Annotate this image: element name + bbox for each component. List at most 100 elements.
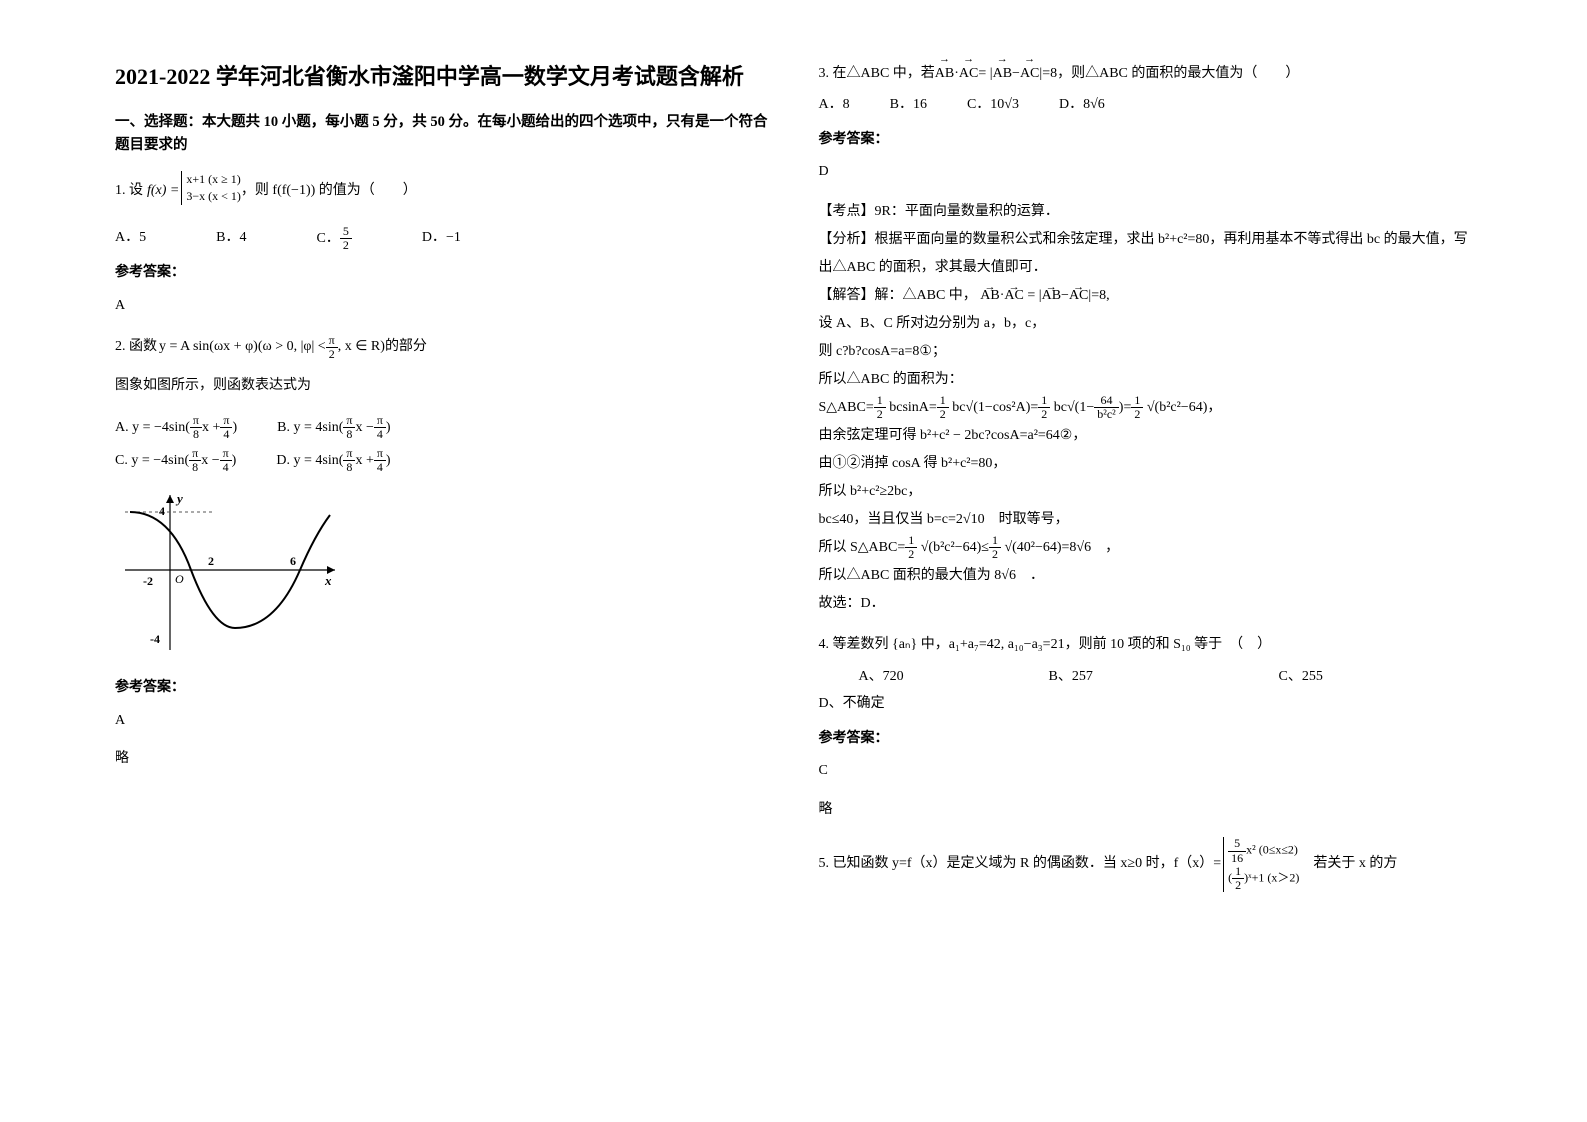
q2Bf2d: 4 xyxy=(374,428,386,441)
q2Af1n: π xyxy=(190,414,202,428)
q2A-mid: x + xyxy=(202,420,220,435)
q5c2t: ˣ+1 (x＞2) xyxy=(1248,870,1299,884)
q2-fn: π xyxy=(326,334,338,348)
q3s4d: )= xyxy=(1119,400,1132,415)
q2Cf1d: 8 xyxy=(189,461,201,474)
q1-optD-val: −1 xyxy=(446,230,461,245)
q3s4n4: 64 xyxy=(1094,394,1119,408)
chart-x6: 6 xyxy=(290,554,296,568)
q2-fd: 2 xyxy=(326,348,338,361)
q2C-mid: x − xyxy=(201,453,219,468)
q4-ans: C xyxy=(819,758,1473,785)
q3-sol3: 所以△ABC 的面积为： xyxy=(819,366,1473,394)
q2B-end: ) xyxy=(386,420,391,435)
q3-eq: = | xyxy=(978,60,992,88)
q3-end: |=8，则△ABC 的面积的最大值为（ ） xyxy=(1039,60,1299,88)
q3-sol4: S△ABC=12 bcsinA=12 bc√(1−cos²A)=12 bc√(1… xyxy=(819,394,1473,422)
q3-ans-label: 参考答案： xyxy=(819,127,1473,154)
chart-x2: 2 xyxy=(208,554,214,568)
right-column: 3. 在△ABC 中，若 AB · AC = | AB − AC |=8，则△A… xyxy=(804,60,1488,1082)
q2Af2d: 4 xyxy=(220,428,232,441)
q3-vec-ac2: AC xyxy=(1020,60,1039,88)
q1-optA-val: 5 xyxy=(139,230,146,245)
q3s4b: bc√(1−cos²A)= xyxy=(949,400,1038,415)
q3-sol11: 故选：D． xyxy=(819,590,1473,618)
q2C-body: y = −4sin( xyxy=(131,453,189,468)
q1-opt-a: A．5 xyxy=(115,225,146,253)
q3-vec-ac: AC xyxy=(959,60,978,88)
q2B-mid: x − xyxy=(355,420,373,435)
q2Df2d: 4 xyxy=(374,461,386,474)
q3s4n2: 1 xyxy=(937,394,949,408)
q5c2a: 1 xyxy=(1232,865,1244,879)
q2Bf1n: π xyxy=(343,414,355,428)
q3-solhead-t: 【解答】解：△ABC 中， xyxy=(819,288,977,303)
q3s9d2: 2 xyxy=(989,548,1001,561)
q3s4n3: 1 xyxy=(1038,394,1050,408)
q3-s-ab: AB xyxy=(980,288,999,303)
q4-prefix: 4. 等差数列 {aₙ} 中，a₁+a₇=42, a₁₀−a₃=21，则前 10… xyxy=(819,632,1473,659)
q3s4d5: 2 xyxy=(1131,408,1143,421)
chart-ylabel: y xyxy=(175,491,183,506)
q3s9n1: 1 xyxy=(905,534,917,548)
q2Cf2d: 4 xyxy=(220,461,232,474)
q3-vec-ab: AB xyxy=(935,60,954,88)
q4-ans-label: 参考答案： xyxy=(819,726,1473,753)
q3-s-ac2: AC xyxy=(1069,288,1088,303)
q1-optD-label: D． xyxy=(422,230,446,245)
q5c1a: 5 xyxy=(1228,837,1246,851)
chart-xlabel: x xyxy=(324,573,332,588)
q3-sol10: 所以△ABC 面积的最大值为 8√6 ． xyxy=(819,562,1473,590)
q2D-pre: D. xyxy=(276,453,290,468)
q1-case1: x+1 (x ≥ 1) xyxy=(186,171,241,188)
q3-minus: − xyxy=(1012,60,1020,88)
q2-expl: 略 xyxy=(115,746,769,773)
q3-s-ac: AC xyxy=(1004,288,1023,303)
q3s4d3: 2 xyxy=(1038,408,1050,421)
q1-optC-d: 2 xyxy=(340,239,352,252)
q3-sol6: 由①②消掉 cosA 得 b²+c²=80， xyxy=(819,450,1473,478)
q1-tail: ，则 f(f(−1)) 的值为（ ） xyxy=(241,178,417,205)
q3-analysis: 【分析】根据平面向量的数量积公式和余弦定理，求出 b²+c²=80，再利用基本不… xyxy=(819,226,1473,282)
page-title: 2021-2022 学年河北省衡水市滏阳中学高一数学文月考试题含解析 xyxy=(115,60,769,93)
q2Df1d: 8 xyxy=(343,461,355,474)
q2C-end: ) xyxy=(232,453,237,468)
q3-prefix: 3. 在△ABC 中，若 xyxy=(819,60,935,88)
q2Cf2n: π xyxy=(220,447,232,461)
q1-case2: 3−x (x < 1) xyxy=(186,188,241,205)
q3-opt-b: B．16 xyxy=(890,92,927,119)
q4-opt-a: A、720 xyxy=(819,664,1049,691)
q3-sol7: 所以 b²+c²≥2bc， xyxy=(819,478,1473,506)
q4-opt-c: C、255 xyxy=(1279,664,1379,691)
q2Df1n: π xyxy=(343,447,355,461)
q2-opt-c: C. y = −4sin(π8x −π4) xyxy=(115,447,236,475)
q3s9a: √(b²c²−64)≤ xyxy=(917,540,989,555)
q3-sol-head: 【解答】解：△ABC 中， AB·AC = |AB−AC|=8, xyxy=(819,282,1473,310)
q2A-end: ) xyxy=(232,420,237,435)
q3-ans: D xyxy=(819,159,1473,186)
q3s4e: √(b²c²−64)， xyxy=(1143,400,1221,415)
q1-prefix: 1. 设 xyxy=(115,178,143,205)
q2Bf1d: 8 xyxy=(343,428,355,441)
q1-opt-b: B．4 xyxy=(216,225,246,253)
q3s9b: √(40²−64)=8√6 ， xyxy=(1001,540,1119,555)
q1-optC-n: 5 xyxy=(340,225,352,239)
q1-func: f(x) = xyxy=(147,183,179,198)
q3s4n5: 1 xyxy=(1131,394,1143,408)
question-3: 3. 在△ABC 中，若 AB · AC = | AB − AC |=8，则△A… xyxy=(819,60,1473,618)
question-2: 2. 函数 y = A sin(ωx + φ)(ω > 0, |φ| < π2,… xyxy=(115,334,769,773)
q2-prefix: 2. 函数 xyxy=(115,334,157,361)
q1-cases: x+1 (x ≥ 1) 3−x (x < 1) xyxy=(181,171,241,205)
question-5: 5. 已知函数 y=f（x）是定义域为 R 的偶函数．当 x≥0 时，f（x）=… xyxy=(819,837,1473,892)
q3-opt-c: C．10√3 xyxy=(967,92,1019,119)
q3s4d2: 2 xyxy=(937,408,949,421)
chart-yneg4: -4 xyxy=(150,632,160,646)
q2D-end: ) xyxy=(386,453,391,468)
q2-ans: A xyxy=(115,708,769,735)
question-4: 4. 等差数列 {aₙ} 中，a₁+a₇=42, a₁₀−a₃=21，则前 10… xyxy=(819,632,1473,824)
chart-xneg2: -2 xyxy=(143,574,153,588)
q1-optB-val: 4 xyxy=(239,230,246,245)
q2-func-tail: , x ∈ R) xyxy=(338,334,385,361)
q2Af1d: 8 xyxy=(190,428,202,441)
q5-tail: 若关于 x 的方 xyxy=(1299,851,1397,878)
